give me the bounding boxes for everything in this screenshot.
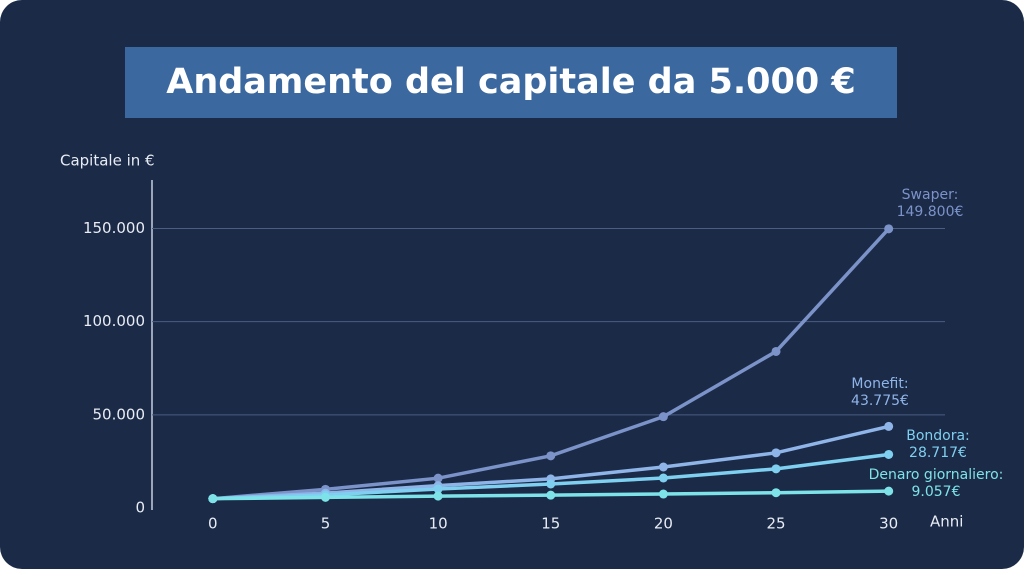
data-point — [546, 490, 556, 500]
data-point — [884, 421, 894, 431]
series-name: Monefit: — [851, 376, 908, 392]
data-point — [884, 449, 894, 459]
series-name: Bondora: — [906, 428, 970, 444]
chart-title: Andamento del capitale da 5.000 € — [166, 62, 856, 102]
data-point — [546, 479, 556, 489]
data-point — [320, 492, 330, 502]
data-point — [658, 489, 668, 499]
series-name: Denaro giornaliero: — [869, 467, 1004, 483]
x-tick-label: 0 — [208, 515, 218, 533]
x-tick-label: 5 — [321, 515, 331, 533]
data-point — [771, 488, 781, 498]
y-tick-label: 100.000 — [83, 312, 145, 330]
data-point — [771, 346, 781, 356]
y-tick-label: 50.000 — [93, 405, 146, 423]
x-tick-label: 25 — [766, 515, 785, 533]
series-name: Swaper: — [902, 187, 959, 203]
data-point — [433, 473, 443, 483]
data-point — [658, 473, 668, 483]
value-label: 9.057€ — [912, 484, 961, 500]
y-axis-label: Capitale in € — [60, 152, 155, 170]
x-tick-label: 30 — [879, 515, 898, 533]
data-point — [433, 491, 443, 501]
data-point — [208, 494, 218, 504]
x-axis-label: Anni — [930, 513, 963, 531]
data-point — [433, 484, 443, 494]
data-point — [884, 486, 894, 496]
value-label: 43.775€ — [851, 393, 909, 409]
data-point — [546, 451, 556, 461]
value-label: 149.800€ — [897, 204, 964, 220]
x-tick-label: 15 — [541, 515, 560, 533]
data-point — [771, 448, 781, 458]
data-point — [884, 224, 894, 234]
data-point — [771, 464, 781, 474]
data-point — [658, 412, 668, 422]
y-tick-label: 150.000 — [83, 219, 145, 237]
x-tick-label: 20 — [654, 515, 673, 533]
title-box — [125, 47, 897, 118]
y-tick-label: 0 — [135, 499, 145, 517]
x-tick-label: 10 — [429, 515, 448, 533]
data-point — [658, 462, 668, 472]
value-label: 28.717€ — [909, 445, 967, 461]
